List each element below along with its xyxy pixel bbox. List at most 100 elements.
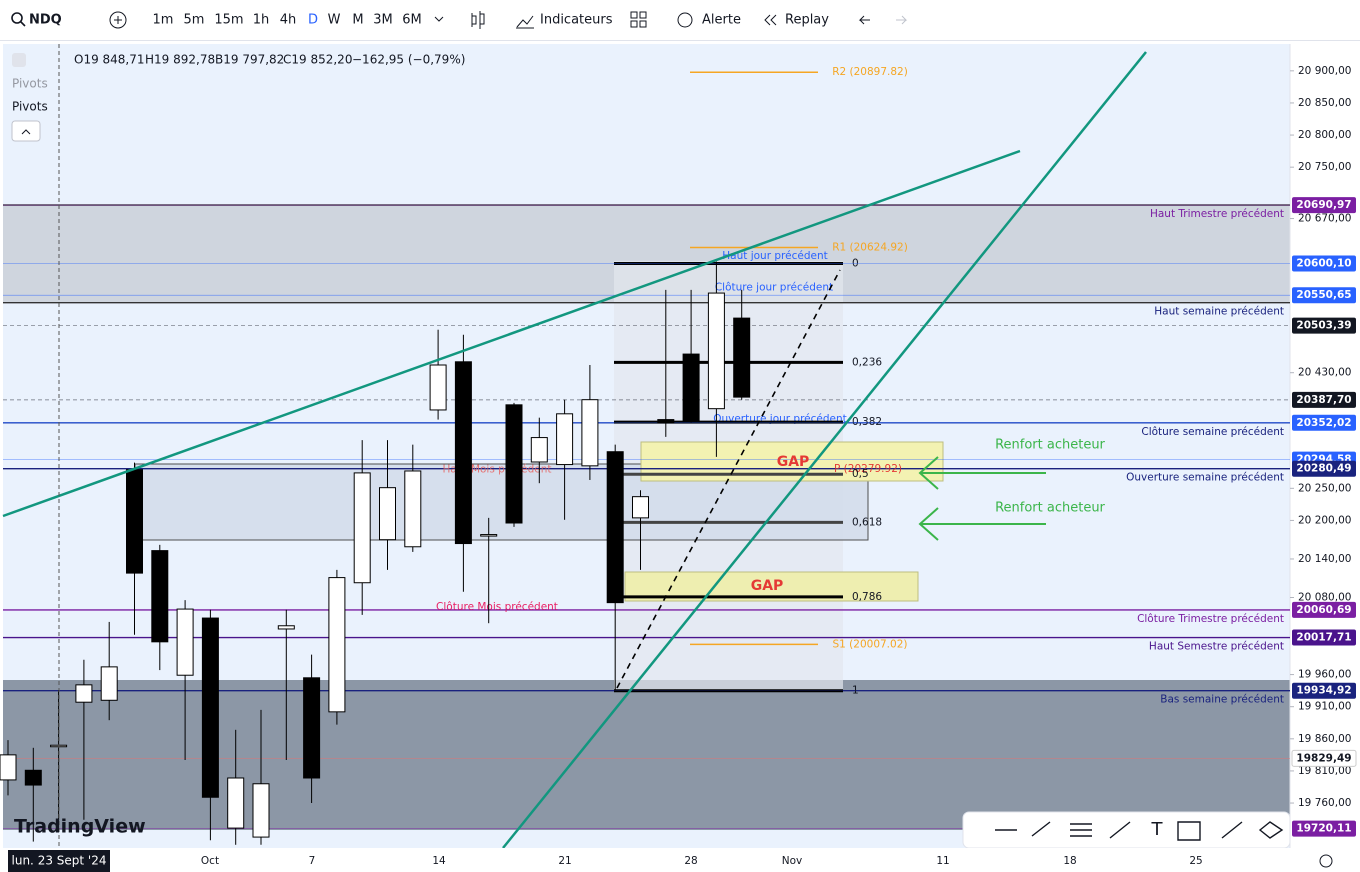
- settings[interactable]: [1319, 854, 1333, 868]
- time-tick-label: 7: [309, 855, 316, 867]
- indicator-name[interactable]: Pivots: [12, 77, 48, 91]
- chart-type[interactable]: [471, 11, 485, 29]
- zone-lower: [3, 680, 1290, 830]
- fib-label: 0,618: [852, 516, 882, 528]
- price-badge: [1292, 391, 1356, 408]
- price-badge-label: 20550,65: [1296, 289, 1351, 301]
- pivot-label: R2 (20897.82): [832, 66, 908, 78]
- candle-body: [404, 470, 422, 548]
- price-badge: [1292, 629, 1356, 646]
- interval[interactable]: 3M: [373, 13, 393, 28]
- search-icon[interactable]: [11, 12, 23, 24]
- interval[interactable]: 6M: [402, 13, 422, 28]
- candle-body: [632, 496, 649, 519]
- time-axis-bg: [0, 848, 1360, 872]
- price-tick-label: 19 960,00: [1298, 669, 1351, 681]
- text-tool[interactable]: T: [1151, 819, 1164, 840]
- candle-body: [277, 625, 295, 630]
- price-badge: [1292, 414, 1356, 431]
- gap-label: GAP: [751, 578, 784, 594]
- indicator-name[interactable]: Pivots: [12, 100, 48, 114]
- price-badge-label: 20690,97: [1296, 199, 1351, 211]
- price-axis-bg: [1290, 44, 1360, 848]
- price-tick-label: 20 800,00: [1298, 129, 1351, 141]
- arrow: [918, 507, 1046, 541]
- ohlc-low: B19 797,82: [215, 53, 284, 67]
- level-label: Clôture Trimestre précédent: [1137, 613, 1284, 625]
- candle-body: [151, 550, 169, 643]
- alert[interactable]: Alerte: [702, 13, 741, 28]
- search-icon-handle: [20, 21, 26, 27]
- indicators[interactable]: Indicateurs: [540, 13, 613, 28]
- level-label: Haut Semestre précédent: [1149, 641, 1284, 653]
- level-label: Ouverture semaine précédent: [1126, 472, 1284, 484]
- annotation: Renfort acheteur: [995, 501, 1105, 516]
- arrow: [918, 456, 1046, 490]
- legend-toggle[interactable]: [12, 53, 26, 67]
- candles: [0, 261, 751, 845]
- collapse-button[interactable]: [11, 120, 41, 142]
- interval[interactable]: 5m: [184, 13, 205, 28]
- drawing-tools[interactable]: [995, 821, 1284, 841]
- undo[interactable]: [858, 15, 870, 25]
- candle-body: [379, 487, 396, 541]
- price-badge: [1292, 820, 1356, 837]
- candle-body: [126, 469, 143, 574]
- level-label: Haut jour précédent: [722, 250, 827, 262]
- price-badge-label: 20280,49: [1296, 463, 1351, 475]
- fib-label: 0,5: [852, 468, 869, 480]
- watermark: TradingView: [14, 816, 146, 838]
- candle-body: [733, 317, 751, 398]
- replay-icon: [764, 14, 777, 26]
- level-label: Clôture Mois précédent: [436, 601, 558, 613]
- ohlc-high: H19 892,78: [145, 53, 215, 67]
- price-badge: [1291, 749, 1357, 767]
- price-badge-label: 20600,10: [1296, 257, 1351, 269]
- interval[interactable]: W: [328, 13, 341, 28]
- candle-body: [556, 413, 574, 466]
- interval[interactable]: M: [352, 13, 363, 28]
- time-tick-label: 18: [1063, 855, 1076, 867]
- price-badge: [1292, 197, 1356, 214]
- trend-line: [2, 149, 1021, 518]
- interval[interactable]: 1h: [253, 13, 270, 28]
- interval[interactable]: D: [308, 13, 318, 28]
- price-tick-label: 20 200,00: [1298, 514, 1351, 526]
- interval[interactable]: 4h: [280, 13, 297, 28]
- level-label: Haut semaine précédent: [1154, 306, 1284, 318]
- candle-body: [201, 617, 219, 798]
- price-badge-label: 19934,92: [1296, 685, 1351, 697]
- time-tick-label: Nov: [782, 855, 803, 867]
- time-tick-label: 28: [684, 855, 697, 867]
- interval[interactable]: 1m: [153, 13, 174, 28]
- price-tick-label: 20 670,00: [1298, 213, 1351, 225]
- candle-body: [303, 677, 321, 779]
- interval-dropdown[interactable]: [434, 16, 444, 22]
- fib-label: 0,786: [852, 591, 882, 603]
- annotation: Renfort acheteur: [995, 438, 1105, 453]
- symbol[interactable]: NDQ: [29, 13, 62, 28]
- interval[interactable]: 15m: [214, 13, 243, 28]
- price-tick-label: 20 080,00: [1298, 592, 1351, 604]
- price-tick-label: 19 910,00: [1298, 701, 1351, 713]
- candle-body: [480, 534, 498, 537]
- price-badge: [1292, 287, 1356, 304]
- fib-diagonal: [616, 269, 841, 689]
- cursor-date-bg: [8, 850, 110, 872]
- add-symbol[interactable]: [109, 11, 127, 29]
- layouts-icon: [639, 20, 647, 28]
- candle-body: [75, 684, 93, 703]
- ohlc-change: −162,95 (−0,79%): [352, 53, 465, 67]
- price-badge: [1292, 682, 1356, 699]
- redo[interactable]: [896, 15, 908, 25]
- candle-body: [353, 472, 371, 584]
- candle-body: [252, 783, 270, 838]
- fib-label: 0,236: [852, 356, 882, 368]
- replay[interactable]: Replay: [785, 13, 829, 28]
- layouts-icon[interactable]: [630, 11, 638, 19]
- candle-body: [505, 404, 523, 524]
- layouts-icon: [630, 20, 638, 28]
- candle-body: [227, 777, 245, 829]
- pivot-label: P (20279.92): [834, 463, 902, 475]
